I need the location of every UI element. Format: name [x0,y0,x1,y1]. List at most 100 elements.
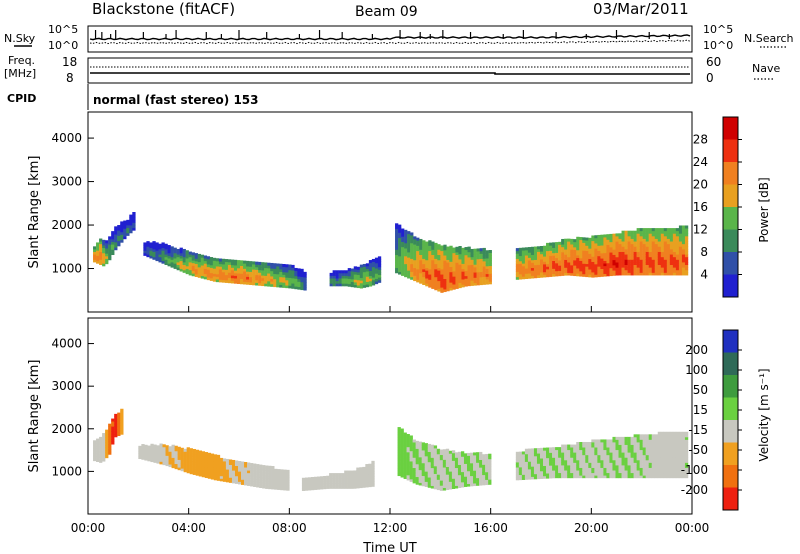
heatmap-cell [573,265,577,269]
heatmap-cell [421,478,425,482]
heatmap-cell [446,288,450,292]
heatmap-cell [627,470,631,474]
heatmap-cell [219,473,224,477]
heatmap-cell [612,262,616,266]
heatmap-cell [536,254,541,258]
heatmap-cell [482,253,486,257]
heatmap-cell [433,465,438,469]
heatmap-cell [425,249,429,253]
heatmap-cell [467,460,471,464]
heatmap-cell [191,270,195,274]
heatmap-cell [654,238,659,242]
heatmap-cell [615,267,619,271]
heatmap-cell [144,452,148,456]
heatmap-cell [182,269,186,273]
heatmap-cell [485,456,489,460]
heatmap-cell [413,246,417,250]
heatmap-cell [479,474,483,478]
heatmap-cell [428,245,432,249]
heatmap-cell [431,257,435,261]
heatmap-cell [612,241,616,245]
heatmap-cell [167,258,171,262]
heatmap-cell [108,426,112,430]
heatmap-cell [182,264,186,268]
heatmap-cell [430,465,435,469]
heatmap-cell [398,232,402,236]
heatmap-cell [452,268,456,272]
heatmap-cell [681,457,686,461]
heatmap-cell [561,254,565,258]
heatmap-cell [424,450,429,454]
heatmap-cell [639,254,643,258]
heatmap-cell [156,445,160,449]
heatmap-cell [221,266,226,270]
heatmap-cell [684,467,689,471]
heatmap-cell [410,274,414,278]
heatmap-cell [657,264,662,268]
heatmap-cell [99,444,103,448]
heatmap-cell [567,246,571,250]
heatmap-cell [663,243,668,247]
heatmap-cell [636,259,640,263]
heatmap-cell [543,455,547,459]
heatmap-cell [530,450,535,454]
heatmap-cell [431,285,435,289]
heatmap-cell [424,471,429,475]
heatmap-cell [621,259,625,263]
heatmap-cell [485,281,489,285]
heatmap-cell [99,436,103,440]
heatmap-cell [657,434,662,438]
heatmap-cell [192,471,196,475]
heatmap-cell [591,459,595,463]
heatmap-cell [669,452,674,456]
colorbar-tick-label: 100 [685,363,708,377]
heatmap-cell [594,470,598,474]
heatmap-cell [300,274,304,278]
heatmap-cell [642,434,646,438]
heatmap-cell [564,251,568,255]
heatmap-cell [221,277,226,281]
heatmap-cell [482,247,486,251]
heatmap-cell [96,250,100,254]
heatmap-cell [233,272,238,276]
heatmap-cell [413,254,417,258]
heatmap-cell [681,248,686,252]
heatmap-cell [273,271,277,275]
heatmap-cell [401,233,405,237]
heatmap-cell [96,446,100,450]
heatmap-cell [576,465,580,468]
heatmap-cell [621,272,625,276]
heatmap-cell [410,237,414,241]
heatmap-cell [416,240,420,244]
heatmap-cell [684,225,689,229]
heatmap-cell [591,439,595,443]
heatmap-cell [518,260,523,264]
heatmap-cell [561,472,565,476]
heatmap-cell [350,273,355,277]
heatmap-cell [612,470,616,474]
heatmap-cell [521,247,526,251]
heatmap-cell [470,275,474,279]
heatmap-cell [329,485,333,489]
freq-trace [90,72,690,75]
heatmap-cell [368,473,372,477]
heatmap-cell [630,459,634,463]
heatmap-cell [410,232,414,236]
heatmap-cell [615,470,619,474]
heatmap-cell [120,424,124,428]
heatmap-cell [660,472,665,476]
heatmap-cell [114,244,118,248]
heatmap-cell [347,275,351,279]
heatmap-cell [672,457,677,461]
heatmap-cell [443,265,447,269]
heatmap-cell [430,449,435,453]
heatmap-cell [642,238,646,242]
heatmap-cell [301,477,306,481]
heatmap-cell [215,271,220,275]
heatmap-cell [434,276,438,280]
heatmap-cell [415,440,419,444]
heatmap-cell [618,449,622,453]
heatmap-cell [307,479,312,483]
heatmap-cell [521,474,526,478]
heatmap-cell [618,454,622,458]
